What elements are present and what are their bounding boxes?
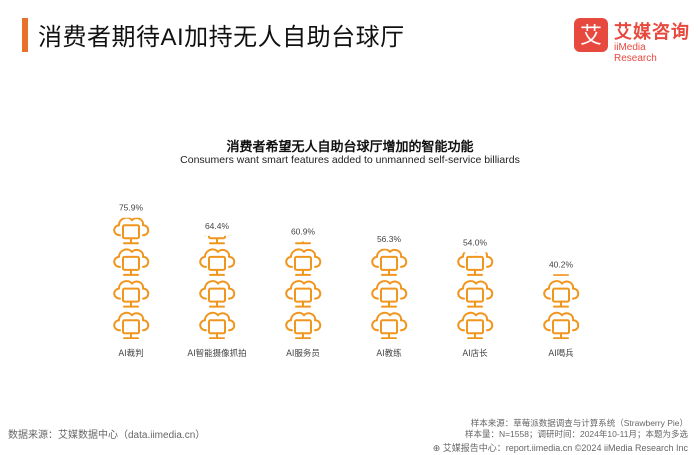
cloud-monitor-icon [199, 311, 236, 339]
cloud-monitor-icon [295, 241, 311, 245]
cloud-monitor-icon [553, 274, 569, 276]
sample-info: 样本量：N=1558；调研时间：2024年10-11月；本题为多选 [464, 429, 688, 439]
bar-2: 64.4% [199, 221, 236, 339]
bar-6: 40.2% [543, 259, 580, 339]
data-label: 40.2% [549, 259, 574, 269]
report-center-icon: ⊕ [432, 443, 443, 453]
bar-5: 54.0% [457, 237, 494, 339]
cloud-monitor-icon [199, 248, 236, 276]
cloud-monitor-icon [113, 311, 150, 339]
data-label: 56.3% [377, 234, 402, 244]
chart-subtitle: Consumers want smart features added to u… [180, 154, 520, 166]
data-label: 64.4% [205, 221, 230, 231]
data-source: 数据来源：艾媒数据中心（data.iimedia.cn） [8, 430, 206, 441]
cloud-monitor-icon [113, 280, 150, 308]
page-title: 消费者期待AI加持无人自助台球厅 [38, 24, 405, 51]
logo-subname: iiMedia Research [614, 42, 657, 64]
category-label: AI服务员 [286, 348, 320, 359]
category-label: AI店长 [462, 348, 488, 359]
cloud-monitor-icon [371, 311, 408, 339]
cloud-monitor-icon [285, 280, 322, 308]
data-label: 75.9% [119, 203, 144, 213]
cloud-monitor-icon [457, 252, 494, 276]
cloud-monitor-icon [199, 280, 236, 308]
logo-mark-icon: 艾 [574, 18, 608, 52]
category-label: AI喝兵 [548, 348, 574, 359]
cloud-monitor-icon [457, 311, 494, 339]
iimedia-logo: 艾 艾媒咨询 iiMedia Research [574, 18, 690, 64]
data-label: 54.0% [463, 237, 488, 247]
cloud-monitor-icon [371, 248, 408, 276]
bar-3: 60.9% [285, 226, 322, 339]
cloud-monitor-icon [285, 248, 322, 276]
bar-1: 75.9% [113, 203, 150, 339]
logo-name: 艾媒咨询 [614, 22, 690, 42]
report-center: ⊕ 艾媒报告中心：report.iimedia.cn ©2024 iiMedia… [433, 441, 688, 454]
cloud-monitor-icon [113, 248, 150, 276]
category-label: AI裁判 [118, 348, 143, 359]
category-label: AI智能摄像抓拍 [187, 348, 246, 359]
category-label: AI教练 [376, 348, 402, 359]
title-accent-bar [22, 18, 28, 52]
cloud-monitor-icon [543, 311, 580, 339]
cloud-monitor-icon [113, 217, 150, 245]
cloud-monitor-icon [457, 280, 494, 308]
bar-4: 56.3% [371, 234, 408, 339]
cloud-monitor-icon [371, 280, 408, 308]
cloud-monitor-icon [285, 311, 322, 339]
data-label: 60.9% [291, 226, 316, 236]
sample-source: 样本来源：草莓派数据调查与计算系统（Strawberry Pie） [470, 418, 688, 428]
svg-text:艾: 艾 [580, 24, 602, 49]
cloud-monitor-icon [543, 280, 580, 308]
chart-title: 消费者希望无人自助台球厅增加的智能功能 [226, 139, 474, 154]
report-center-text: 艾媒报告中心：report.iimedia.cn ©2024 iiMedia R… [442, 443, 688, 453]
cloud-monitor-icon [204, 235, 231, 245]
